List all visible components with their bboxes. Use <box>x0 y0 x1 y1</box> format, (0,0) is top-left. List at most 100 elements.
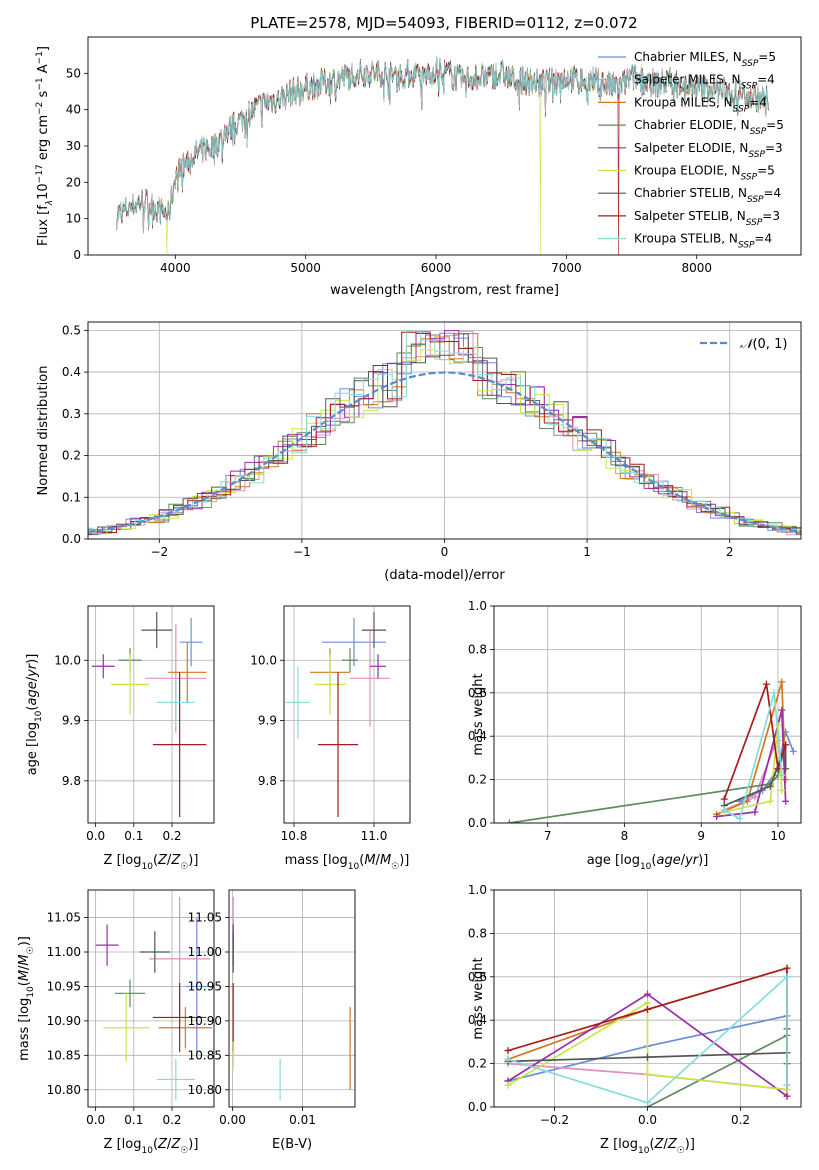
weight-marker <box>783 973 791 981</box>
y-tick-label: 10.95 <box>47 979 81 993</box>
y-tick-label: 0.4 <box>468 729 487 743</box>
y-tick-label: 10.95 <box>188 979 222 993</box>
errorbar-point <box>362 612 386 649</box>
weight-marker <box>782 797 790 805</box>
y-tick-label: 10.80 <box>188 1083 222 1097</box>
x-tick-label: 8 <box>621 829 629 843</box>
errorbar-point <box>350 630 390 727</box>
weight-marker <box>504 1047 512 1055</box>
errorbar-point <box>114 979 146 1008</box>
legend-label: Chabrier ELODIE, NSSP=5 <box>634 118 784 137</box>
x-axis-label: age [log10(age/yr)] <box>587 853 709 872</box>
y-tick-label: 10.0 <box>54 653 81 667</box>
weight-marker <box>751 808 759 816</box>
figure-title: PLATE=2578, MJD=54093, FIBERID=0112, z=0… <box>250 14 637 32</box>
y-tick-label: 10.90 <box>188 1014 222 1028</box>
y-tick-label: 50 <box>66 66 81 80</box>
y-tick-label: 0.6 <box>468 970 487 984</box>
errorbar-point <box>318 672 358 817</box>
y-axis-label: Flux [fλ10−17 erg cm−2 s−1 A−1] <box>35 46 55 246</box>
weight-marker <box>783 964 791 972</box>
x-tick-label: −2 <box>150 545 168 559</box>
y-tick-label: 0.3 <box>62 407 81 421</box>
y-tick-label: 10.0 <box>250 653 277 667</box>
normal-curve <box>88 371 801 533</box>
y-tick-label: 0.5 <box>62 323 81 337</box>
spectrum-series-line <box>116 55 769 234</box>
x-axis-label: mass [log10(M/M☉)] <box>285 853 410 872</box>
errorbar-point <box>152 672 207 817</box>
x-tick-label: 10 <box>770 829 785 843</box>
errorbar-point <box>314 654 346 715</box>
y-tick-label: 9.9 <box>62 714 81 728</box>
y-tick-label: 10 <box>66 212 81 226</box>
x-axis-label: E(B-V) <box>272 1137 312 1152</box>
errorbar-point <box>179 618 203 667</box>
errorbar-point <box>156 1058 195 1101</box>
weight-marker <box>783 1092 791 1100</box>
x-tick-label: −1 <box>293 545 311 559</box>
x-tick-label: 4000 <box>160 261 191 275</box>
x-axis-label: Z [log10(Z/Z☉)] <box>104 1137 199 1156</box>
errorbar-point <box>110 654 150 715</box>
weight-marker <box>713 812 721 820</box>
errorbar-point <box>185 917 209 1056</box>
y-tick-label: 0.4 <box>62 365 81 379</box>
y-tick-label: 10.85 <box>188 1048 222 1062</box>
histogram-series <box>88 330 801 535</box>
y-tick-label: 10.85 <box>47 1048 81 1062</box>
y-tick-label: 0.2 <box>468 773 487 787</box>
weight-marker <box>766 797 774 805</box>
panel-residual_hist: −2 −1 0 1 2 0.0 0.1 0.2 0.3 0.4 0.5 (data-model)/er… <box>36 321 802 583</box>
weight-series-line <box>723 692 783 820</box>
histogram-series <box>88 333 801 535</box>
axes-frame <box>87 321 802 540</box>
weight-series-line <box>507 1001 788 1091</box>
axes-frame <box>493 889 802 1108</box>
y-axis-label: Normed distribution <box>36 366 51 496</box>
x-tick-label: 0.01 <box>289 1113 316 1127</box>
y-tick-label: 0 <box>73 248 81 262</box>
errorbar-point <box>152 983 207 1052</box>
weight-series-line <box>716 681 787 816</box>
weight-marker <box>789 747 797 755</box>
legend-label: Kroupa STELIB, NSSP=4 <box>634 232 772 251</box>
x-axis-label: Z [log10(Z/Z☉)] <box>600 1137 695 1156</box>
y-tick-label: 0.0 <box>62 532 81 546</box>
x-tick-label: 2 <box>726 545 734 559</box>
weight-marker <box>644 1099 651 1107</box>
errorbar-point <box>91 654 115 679</box>
errorbar-point <box>370 654 386 679</box>
x-axis-label: wavelength [Angstrom, rest frame] <box>330 283 559 298</box>
legend-label: Chabrier MILES, NSSP=5 <box>634 50 776 69</box>
y-tick-label: 40 <box>66 103 81 117</box>
errorbar-point <box>95 924 119 966</box>
x-tick-label: 0.1 <box>124 1113 143 1127</box>
axes-frame <box>228 889 356 1108</box>
legend-label: Kroupa ELODIE, NSSP=5 <box>634 164 775 183</box>
y-tick-label: 9.8 <box>62 774 81 788</box>
y-tick-label: 1.0 <box>468 599 487 613</box>
weight-marker <box>736 815 744 823</box>
errorbar-point <box>286 666 310 739</box>
y-tick-label: 11.00 <box>188 945 222 959</box>
weight-marker <box>778 706 786 714</box>
axes-frame <box>87 889 215 1108</box>
x-tick-label: 0.0 <box>86 829 105 843</box>
x-tick-label: 11.0 <box>361 829 388 843</box>
weight-marker <box>778 678 786 686</box>
spectrum-lines <box>116 55 769 255</box>
panel-age_vs_Z: 0.0 0.1 0.2 9.8 9.9 10.0 Z [log10(Z/Z☉)] age [l… <box>25 605 215 872</box>
weight-marker <box>644 1053 651 1061</box>
x-tick-label: 6000 <box>421 261 452 275</box>
weight-marker <box>644 990 651 998</box>
weight-marker <box>766 782 774 790</box>
errorbar-point <box>156 678 195 727</box>
weight-series-line <box>507 974 788 1104</box>
y-tick-label: 11.00 <box>47 945 81 959</box>
y-tick-label: 10.80 <box>47 1083 81 1097</box>
histogram-steps <box>88 330 801 537</box>
x-tick-label: −0.2 <box>540 1113 569 1127</box>
y-tick-label: 0.8 <box>468 642 487 656</box>
